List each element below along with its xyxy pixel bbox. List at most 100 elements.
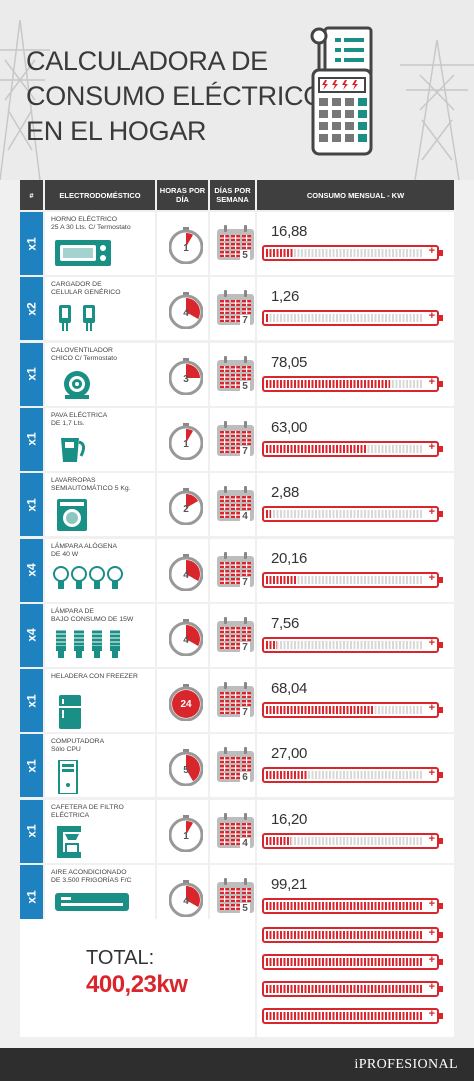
battery-cap [439, 959, 443, 965]
table-row: x1 COMPUTADORA Sólo CPU 5 6 27 [20, 734, 454, 799]
total-battery-bar: + [262, 1008, 439, 1024]
battery-fill [266, 836, 292, 845]
calculator-icon [310, 26, 373, 156]
quantity-badge: x1 [20, 342, 43, 406]
table-row: x4 LÁMPARA ALÓGENA DE 40 W 4 7 [20, 538, 454, 602]
calendar-icon: 5 [216, 878, 256, 919]
battery-cap [439, 445, 443, 452]
hours-value: 1 [183, 243, 189, 254]
clock-icon: 4 [168, 291, 204, 330]
appliance-cell: LÁMPARA DE BAJO CONSUMO DE 15W [45, 603, 155, 667]
header: CALCULADORA DE CONSUMO ELÉCTRICO EN EL H… [0, 0, 474, 180]
table-row: x1 PAVA ELÉCTRICA DE 1,7 Lts. 1 7 [20, 407, 454, 471]
battery-cap [439, 380, 443, 387]
hours-cell: 4 [157, 277, 208, 341]
plus-icon: + [428, 1008, 435, 1020]
total-battery-bar: + [262, 981, 439, 997]
battery-fill [266, 249, 293, 257]
appliance-name: COMPUTADORA Sólo CPU [51, 738, 105, 754]
days-cell: 7 [210, 407, 255, 471]
table-row: x4 LÁMPARA DE BAJO CONSUMO DE 15W 4 7 [20, 603, 454, 667]
quantity-badge: x1 [20, 734, 43, 798]
energy-saving-bulb-icon [53, 630, 133, 665]
plus-icon: + [428, 636, 435, 649]
hours-value: 4 [183, 896, 189, 907]
clock-icon: 4 [168, 553, 204, 591]
hours-value: 2 [183, 504, 189, 516]
days-value: 7 [240, 576, 250, 588]
days-cell: 6 [210, 734, 255, 798]
air-conditioner-icon [53, 891, 133, 918]
washing-machine-icon [53, 499, 113, 536]
header-qty: # [20, 180, 43, 210]
clock-icon: 4 [168, 618, 204, 657]
days-value: 7 [240, 315, 250, 327]
battery-cap [439, 641, 443, 648]
halogen-bulb-icon [53, 565, 133, 598]
clock-icon: 5 [168, 748, 204, 787]
consumption-cell: 78,05 + [257, 342, 454, 406]
days-cell: 7 [210, 669, 255, 733]
appliance-name: HORNO ELÉCTRICO 25 A 30 Lts. C/ Termosta… [51, 216, 131, 231]
hours-cell: 3 [157, 342, 208, 406]
clock-icon: 3 [168, 357, 204, 396]
appliance-name: LÁMPARA DE BAJO CONSUMO DE 15W [51, 607, 134, 623]
computer-cpu-icon [53, 759, 113, 799]
consumption-cell: 27,00 + [257, 734, 454, 798]
quantity-badge: x2 [20, 277, 43, 341]
quantity-badge: x1 [20, 669, 43, 733]
consumption-cell: 63,00 + [257, 407, 454, 471]
clock-icon: 2 [168, 487, 204, 526]
hours-cell: 4 [157, 603, 208, 667]
calendar-icon: 4 [216, 486, 256, 527]
plus-icon: + [428, 375, 435, 388]
battery-cap [439, 903, 443, 909]
battery-bar: + [262, 702, 439, 719]
oven-icon [53, 238, 113, 273]
consumption-value: 68,04 [271, 680, 308, 698]
calendar-icon: 7 [216, 551, 256, 593]
battery-bar: + [262, 375, 439, 392]
battery-fill [266, 444, 367, 453]
battery-cap [439, 576, 443, 583]
quantity-badge: x1 [20, 473, 43, 537]
clock-icon: 1 [168, 814, 204, 853]
battery-bar: + [262, 767, 439, 784]
consumption-cell: 2,88 + [257, 473, 454, 537]
header-hours: HORAS POR DÍA [157, 180, 208, 210]
hours-cell: 4 [157, 865, 208, 928]
clock-icon: 1 [168, 422, 204, 461]
consumption-cell: 20,16 + [257, 538, 454, 602]
hours-cell: 1 [157, 799, 208, 863]
battery-fill [266, 314, 268, 323]
hours-cell: 5 [157, 734, 208, 798]
table-row: x1 AIRE ACONDICIONADO DE 3.500 FRIGORÍAS… [20, 865, 454, 928]
battery-cap [439, 511, 443, 518]
quantity-badge: x1 [20, 799, 43, 863]
appliance-name: CALOVENTILADOR CHICO C/ Termostato [51, 346, 117, 362]
days-cell: 4 [210, 473, 256, 537]
battery-bar: + [262, 245, 439, 261]
battery-cap [439, 250, 443, 256]
consumption-value: 99,21 [271, 876, 308, 893]
table-header: # ELECTRODOMÉSTICO HORAS POR DÍA DÍAS PO… [20, 180, 454, 210]
battery-cap [439, 772, 443, 779]
appliance-name: CARGADOR DE CELULAR GENÉRICO [51, 281, 121, 297]
consumption-value: 63,00 [271, 418, 308, 436]
battery-bar: + [262, 310, 439, 327]
calendar-icon: 5 [216, 355, 256, 397]
power-tower-icon [0, 20, 50, 180]
calendar-icon: 7 [216, 616, 256, 658]
days-cell: 7 [210, 538, 256, 602]
appliance-cell: AIRE ACONDICIONADO DE 3.500 FRIGORÍAS F/… [45, 865, 155, 928]
plus-icon: + [428, 954, 435, 966]
quantity-badge: x4 [20, 603, 43, 667]
appliance-cell: CALOVENTILADOR CHICO C/ Termostato [45, 342, 155, 406]
days-value: 5 [240, 380, 250, 392]
appliance-cell: CAFETERA DE FILTRO ELÉCTRICA [45, 799, 155, 863]
appliance-cell: LAVARROPAS SEMIAUTOMÁTICO 5 Kg. [45, 473, 155, 537]
hours-value: 4 [183, 634, 189, 646]
table-row: x2 CARGADOR DE CELULAR GENÉRICO 4 7 [20, 277, 454, 341]
battery-cap [439, 707, 443, 714]
days-cell: 5 [210, 342, 256, 406]
